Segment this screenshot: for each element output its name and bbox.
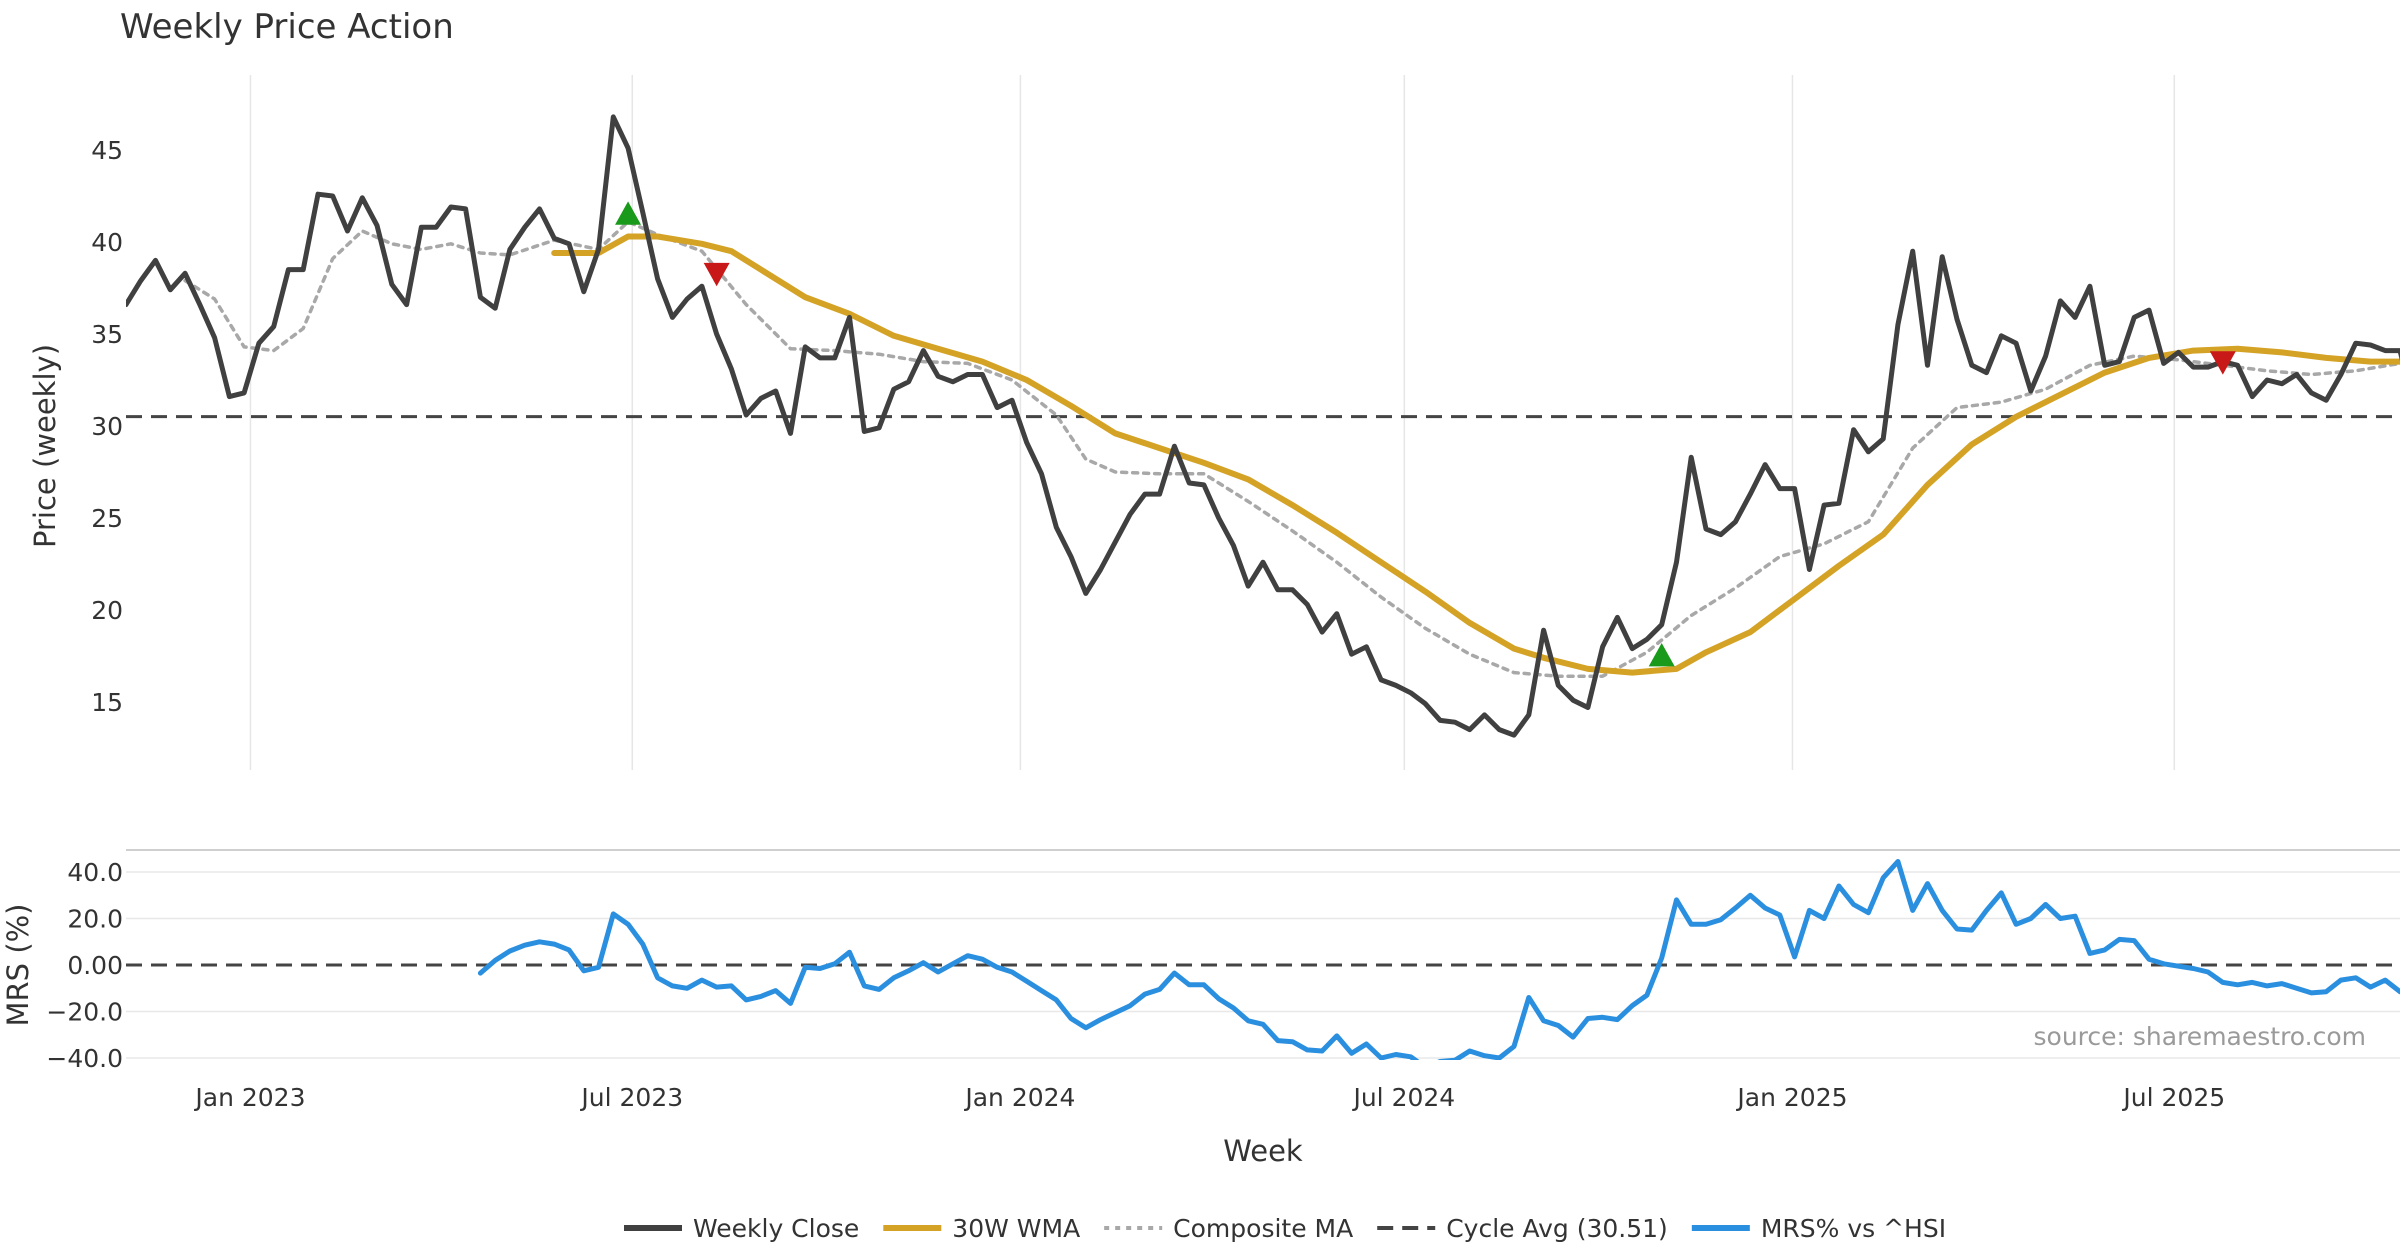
- x-tick-label: Jan 2023: [193, 1083, 305, 1112]
- mrs-y-tick-label: −40.0: [46, 1044, 123, 1073]
- x-tick-label: Jan 2025: [1735, 1083, 1847, 1112]
- legend-label: MRS% vs ^HSI: [1761, 1214, 1946, 1243]
- y-tick-label: 25: [91, 504, 123, 533]
- buy-signal-marker: [1648, 643, 1675, 667]
- mrs-y-tick-label: 0.00: [67, 951, 123, 980]
- y-tick-label: 20: [91, 596, 123, 625]
- series-mrs-vs-hsi: [477, 859, 2400, 1060]
- y-tick-label: 45: [91, 136, 123, 165]
- buy-signal-marker: [615, 201, 642, 225]
- sell-signal-marker: [2209, 351, 2236, 375]
- x-tick-label: Jul 2025: [2121, 1083, 2225, 1112]
- mrs-y-axis-title: MRS (%): [1, 904, 35, 1027]
- y-axis-title: Price (weekly): [28, 344, 62, 548]
- mrs-y-tick-label: 20.0: [67, 905, 123, 934]
- x-tick-label: Jan 2024: [963, 1083, 1075, 1112]
- legend-label: Weekly Close: [693, 1214, 859, 1243]
- chart-title: Weekly Price Action: [120, 7, 454, 47]
- y-tick-label: 35: [91, 320, 123, 349]
- legend-label: Cycle Avg (30.51): [1446, 1214, 1668, 1243]
- y-tick-label: 30: [91, 412, 123, 441]
- source-annotation: source: sharemaestro.com: [2034, 1022, 2367, 1051]
- y-tick-label: 15: [91, 688, 123, 717]
- legend-label: 30W WMA: [952, 1214, 1080, 1243]
- price-plot-area: [126, 114, 2400, 738]
- series-weekly-close: [126, 114, 2400, 738]
- legend: Weekly Close 30W WMA Composite MA Cycle Avg…: [624, 1214, 1946, 1243]
- x-tick-label: Jul 2024: [1351, 1083, 1455, 1112]
- legend-label: Composite MA: [1173, 1214, 1353, 1243]
- x-axis-title: Week: [1223, 1134, 1303, 1168]
- mrs-y-tick-label: 40.0: [67, 858, 123, 887]
- series-composite-ma: [183, 220, 2400, 678]
- mrs-plot-area: [126, 859, 2400, 1060]
- series-30w-wma: [551, 233, 2400, 676]
- y-tick-label: 40: [91, 228, 123, 257]
- x-tick-label: Jul 2023: [579, 1083, 683, 1112]
- sell-signal-marker: [703, 262, 730, 287]
- mrs-y-tick-label: −20.0: [46, 998, 123, 1027]
